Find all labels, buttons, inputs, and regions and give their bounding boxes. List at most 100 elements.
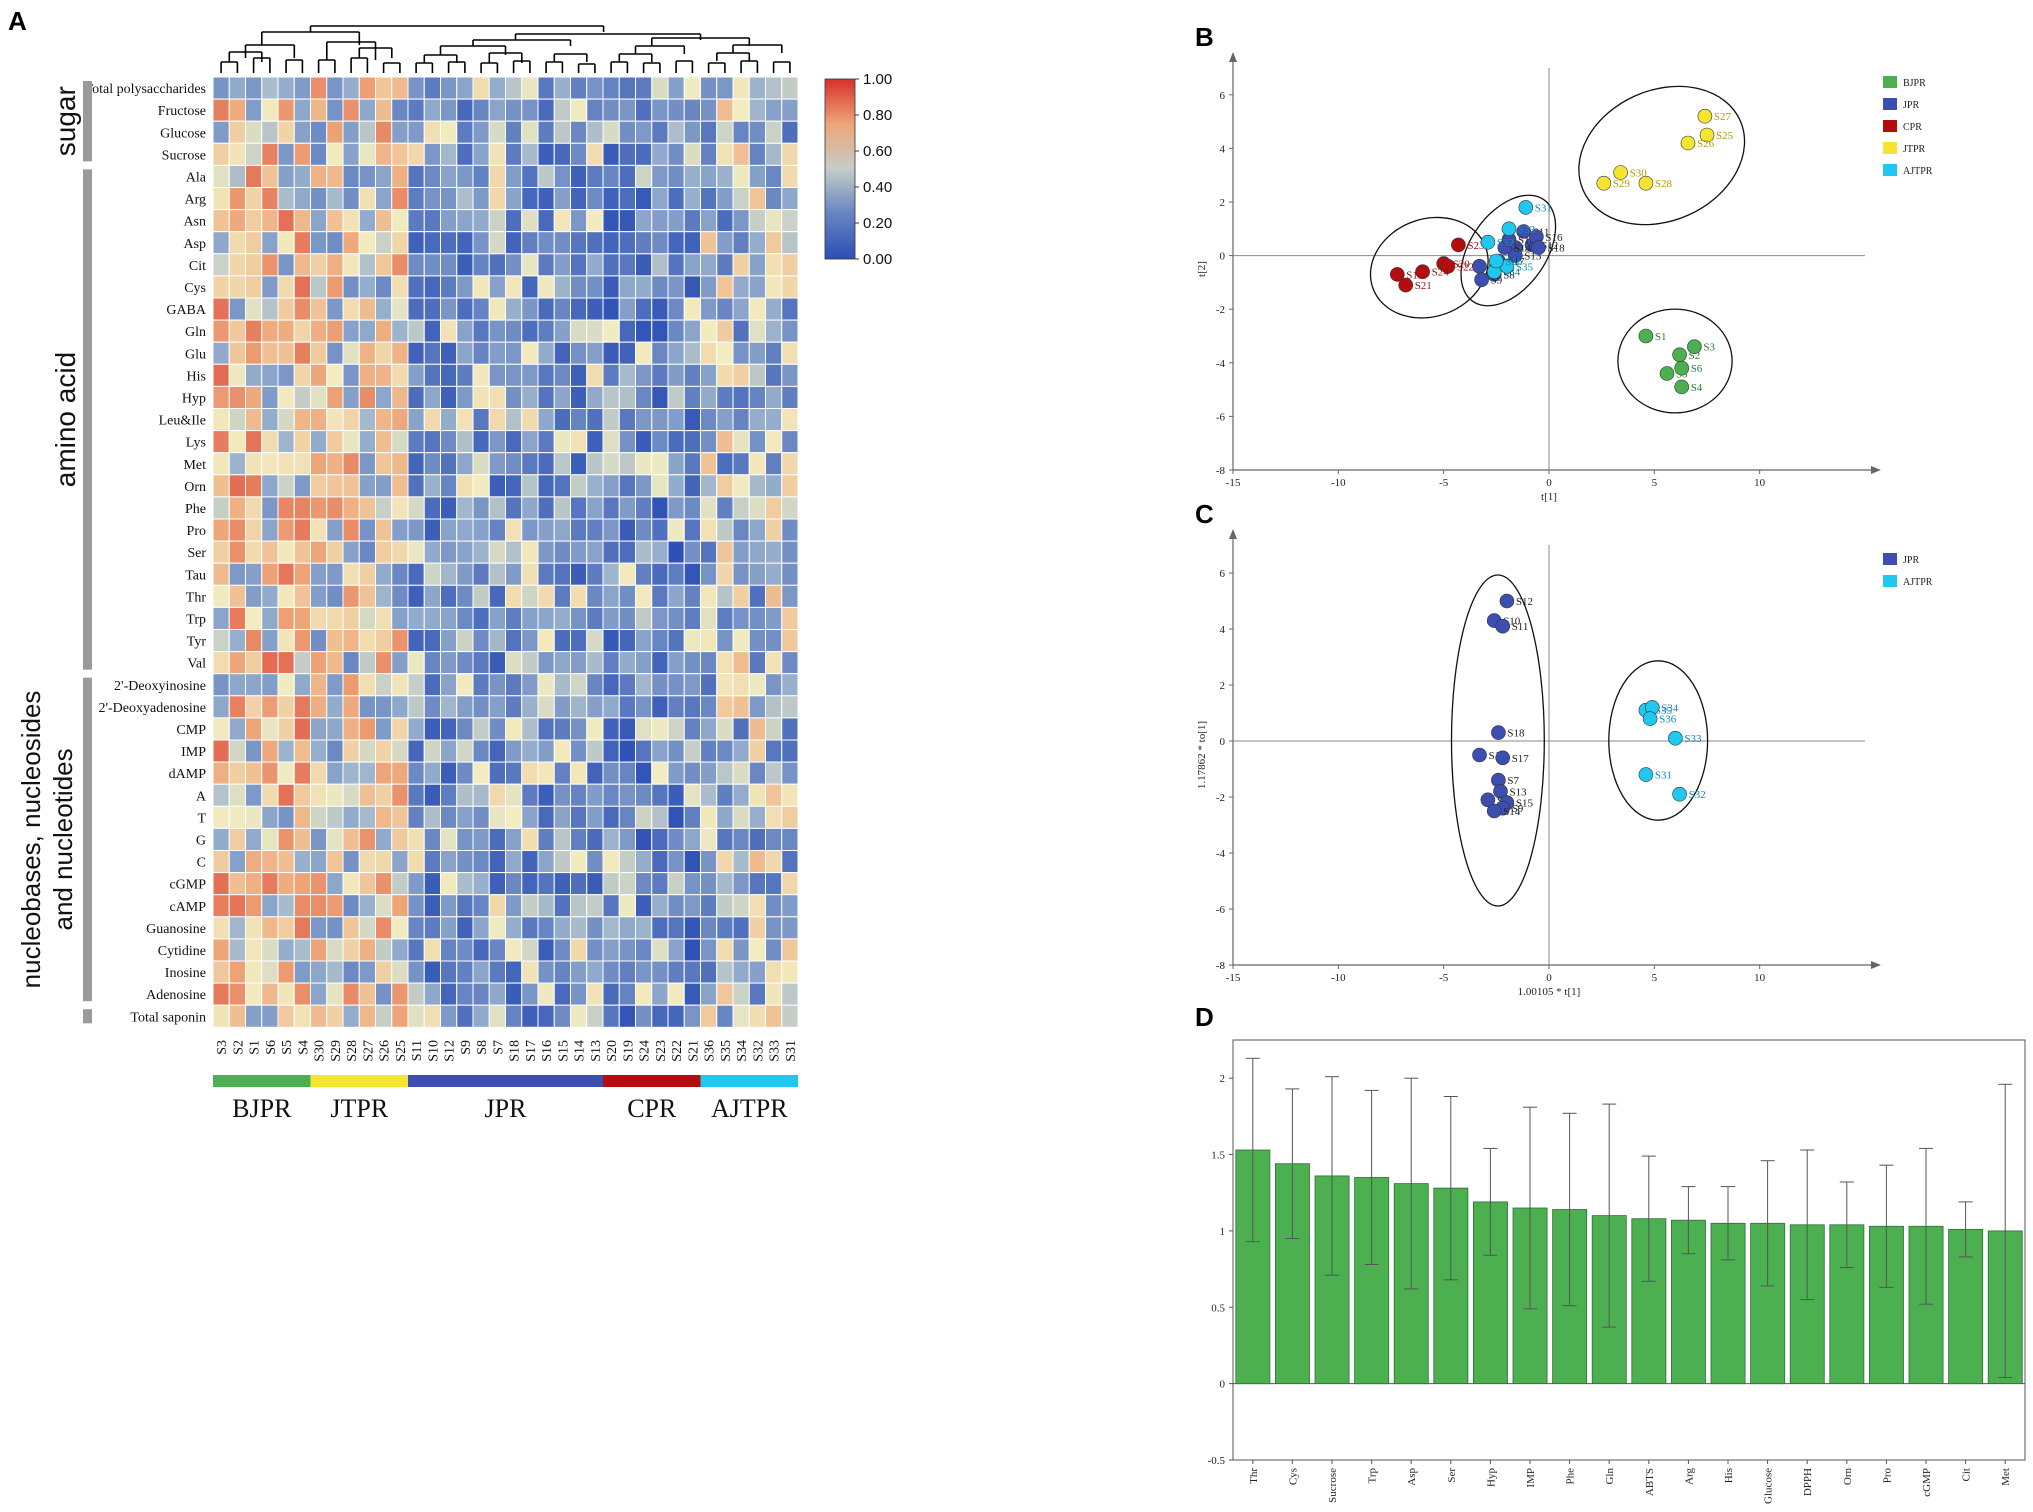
heatmap-cell	[732, 496, 750, 520]
heatmap-cell	[570, 695, 588, 719]
heatmap-cell	[553, 739, 571, 763]
heatmap-cell	[602, 673, 620, 697]
heatmap-cell	[407, 827, 425, 852]
heatmap-cell	[488, 739, 506, 763]
heatmap-cell	[635, 142, 653, 166]
heatmap-cell	[310, 164, 328, 188]
heatmap-row-label: Thr	[186, 590, 207, 605]
heatmap-cell	[472, 496, 490, 520]
heatmap-cell	[342, 761, 360, 785]
score-point-label: S11	[1512, 621, 1529, 633]
heatmap-cell	[212, 120, 230, 144]
heatmap-cell	[440, 805, 458, 829]
heatmap-cell	[748, 761, 766, 785]
heatmap-column-label: S23	[654, 1040, 669, 1062]
heatmap-cell	[505, 827, 523, 852]
heatmap-row-label: T	[197, 811, 206, 826]
heatmap-cell	[586, 253, 604, 277]
heatmap-cell	[375, 717, 393, 741]
heatmap-cell	[651, 275, 669, 299]
heatmap-column-label: S36	[703, 1040, 718, 1062]
heatmap-cell	[521, 164, 539, 188]
heatmap-cell	[586, 76, 604, 100]
heatmap-cell	[375, 231, 393, 255]
heatmap-cell	[537, 253, 555, 277]
heatmap-cell	[245, 341, 263, 365]
heatmap-cell	[732, 363, 750, 387]
heatmap-cell	[570, 98, 588, 122]
heatmap-cell	[537, 430, 555, 454]
heatmap-cell	[732, 385, 750, 409]
heatmap-cell	[358, 916, 376, 940]
heatmap-cell	[212, 783, 230, 807]
heatmap-cell	[456, 297, 474, 321]
heatmap-row-label: A	[196, 789, 207, 804]
heatmap-cell	[505, 938, 523, 962]
heatmap-cell	[521, 540, 539, 564]
heatmap-cell	[212, 408, 230, 432]
heatmap-cell	[245, 120, 263, 144]
heatmap-cell	[781, 518, 799, 542]
heatmap-cell	[586, 651, 604, 675]
heatmap-cell	[748, 430, 766, 454]
heatmap-cell	[553, 142, 571, 166]
heatmap-cell	[277, 739, 295, 763]
heatmap-cell	[781, 916, 799, 940]
heatmap-cell	[667, 938, 685, 962]
legend-label: CPR	[1903, 122, 1922, 133]
heatmap-cell	[683, 341, 701, 365]
heatmap-cell	[423, 850, 441, 874]
heatmap-cell	[521, 275, 539, 299]
heatmap-cell	[391, 827, 409, 852]
heatmap-cell	[700, 385, 718, 409]
heatmap-cell	[423, 783, 441, 807]
heatmap-cell	[700, 584, 718, 608]
heatmap-cell	[602, 341, 620, 365]
heatmap-cell	[293, 739, 311, 763]
heatmap-cell	[423, 120, 441, 144]
heatmap-cell	[732, 540, 750, 564]
colorbar-tick-label: 0.80	[863, 107, 892, 124]
heatmap-cell	[391, 805, 409, 829]
heatmap-cell	[228, 783, 246, 807]
heatmap-cell	[732, 960, 750, 984]
heatmap-cell	[245, 275, 263, 299]
heatmap-cell	[716, 275, 734, 299]
heatmap-cell	[423, 518, 441, 542]
x-tick-label: 5	[1652, 972, 1658, 984]
heatmap-cell	[212, 164, 230, 188]
score-point-label: S27	[1714, 111, 1732, 123]
heatmap-cell	[586, 938, 604, 962]
y-tick-label: 2	[1220, 680, 1226, 692]
heatmap-cell	[700, 850, 718, 874]
heatmap-cell	[440, 187, 458, 211]
heatmap-cell	[245, 231, 263, 255]
score-point-label: S15	[1516, 798, 1534, 810]
heatmap-cell	[635, 363, 653, 387]
heatmap-cell	[391, 872, 409, 896]
y-tick-label: -4	[1216, 848, 1226, 860]
heatmap-cell	[440, 562, 458, 586]
heatmap-cell	[423, 253, 441, 277]
y-tick-label: 0	[1220, 251, 1226, 263]
heatmap-cell	[488, 761, 506, 785]
heatmap-cell	[553, 695, 571, 719]
heatmap-cell	[602, 76, 620, 100]
score-point	[1501, 221, 1517, 237]
heatmap-column-label: S27	[361, 1040, 376, 1062]
heatmap-cell	[635, 562, 653, 586]
heatmap-cell	[765, 805, 783, 829]
heatmap-cell	[781, 761, 799, 785]
heatmap-cell	[310, 894, 328, 918]
heatmap-cell	[472, 606, 490, 631]
heatmap-cell	[407, 231, 425, 255]
heatmap-cell	[407, 651, 425, 675]
heatmap-cell	[700, 76, 718, 100]
heatmap-cell	[293, 938, 311, 962]
heatmap-cell	[277, 385, 295, 409]
heatmap-cell	[293, 363, 311, 387]
heatmap-cell	[488, 805, 506, 829]
heatmap-cell	[228, 850, 246, 874]
heatmap-cell	[456, 408, 474, 432]
heatmap-cell	[683, 474, 701, 498]
